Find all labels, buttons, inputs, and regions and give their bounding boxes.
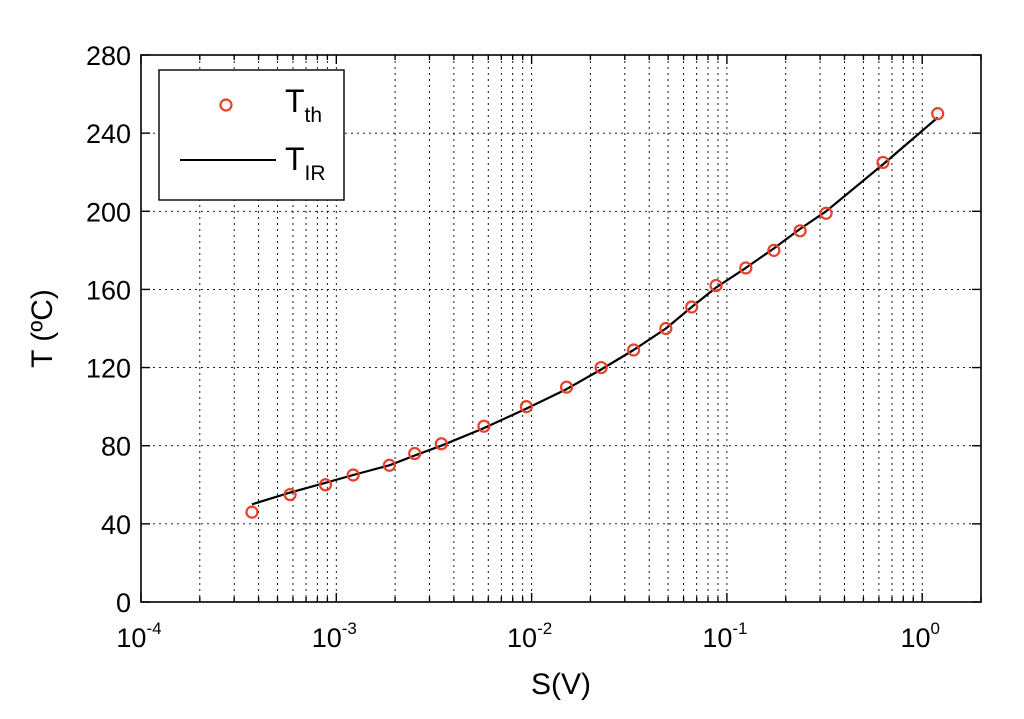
y-tick-label: 240 — [86, 119, 131, 149]
series-tth-point — [559, 380, 574, 394]
x-tick-label-base: 10 — [312, 623, 342, 653]
plot-area-frame — [140, 54, 982, 603]
x-tick-label-base: 10 — [702, 623, 732, 653]
y-tick-label: 280 — [86, 41, 131, 71]
series-tth-point — [477, 419, 491, 433]
x-tick-label-exponent: -1 — [732, 619, 747, 638]
series-tth-point — [659, 321, 673, 336]
series-tth-point — [876, 155, 890, 170]
x-tick-label: 100 — [900, 619, 940, 653]
y-tick-label: 120 — [86, 354, 131, 384]
legend-marker-circle — [219, 98, 233, 112]
series-tth-point — [434, 437, 448, 451]
series-tth-point — [382, 458, 396, 472]
x-tick-label: 10-1 — [702, 619, 747, 653]
series-tir-line — [251, 116, 939, 506]
series-tth-point — [346, 468, 360, 482]
x-tick-label-base: 10 — [507, 623, 537, 653]
y-tick-label: 0 — [116, 588, 131, 618]
series-tth-point — [627, 343, 641, 357]
series-tth-point — [793, 224, 807, 238]
legend-label-tir: TIR — [285, 141, 326, 185]
x-tick-label: 10-2 — [507, 619, 552, 653]
y-tick-label: 200 — [86, 197, 131, 227]
plot-data — [245, 107, 945, 519]
series-tth-point — [594, 360, 608, 375]
series-tth-point — [318, 478, 333, 492]
legend-label-tth: Tth — [285, 83, 322, 127]
legend: Tth TIR — [158, 69, 345, 201]
legend-label-tir-main: T — [285, 141, 305, 177]
series-tth-point — [819, 206, 833, 220]
axis-ticks — [140, 54, 982, 603]
legend-label-tth-sub: th — [305, 104, 323, 127]
x-tick-label: 10-4 — [116, 619, 161, 653]
x-tick-label-exponent: 0 — [930, 619, 939, 638]
x-tick-label-exponent: -4 — [146, 619, 161, 638]
series-tth-point — [408, 446, 422, 461]
y-tick-label: 40 — [101, 510, 131, 540]
x-tick-label-base: 10 — [900, 623, 930, 653]
series-tth-point — [685, 300, 699, 314]
legend-label-tir-sub: IR — [305, 162, 326, 185]
y-tick-label: 160 — [86, 275, 131, 305]
y-tick-label: 80 — [101, 432, 131, 462]
series-tth-point — [519, 400, 533, 414]
legend-box — [158, 69, 345, 201]
x-tick-label-exponent: -3 — [342, 619, 357, 638]
x-tick-label-base: 10 — [116, 623, 146, 653]
x-axis-label: S(V) — [531, 668, 591, 701]
x-tick-label-exponent: -2 — [537, 619, 552, 638]
x-tick-label: 10-3 — [312, 619, 357, 653]
y-axis-label: T (ºC) — [26, 289, 59, 368]
series-tth-point — [245, 505, 259, 519]
series-tth-point — [931, 107, 945, 121]
series-tth-point — [767, 243, 781, 257]
series-tth-point — [283, 487, 297, 502]
legend-label-tth-main: T — [285, 83, 305, 119]
series-tth-point — [739, 261, 753, 275]
series-tth-point — [709, 278, 723, 293]
